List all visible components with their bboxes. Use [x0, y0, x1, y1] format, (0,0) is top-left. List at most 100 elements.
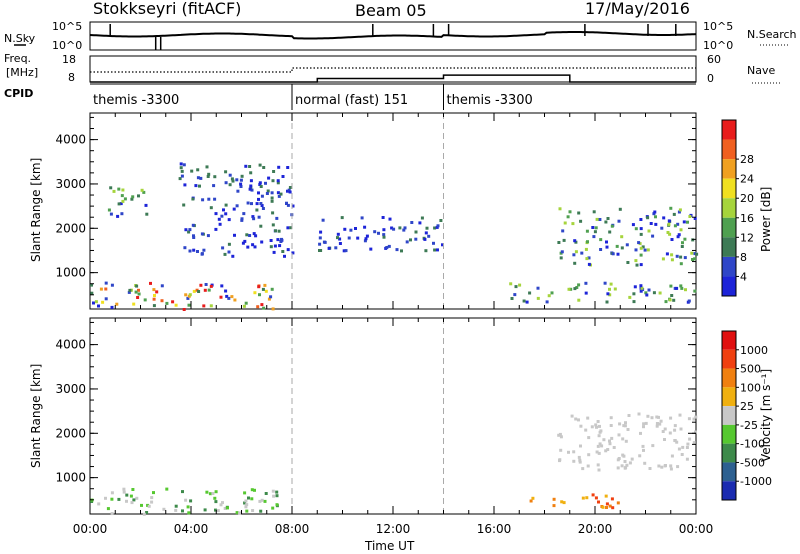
power-pixel: [112, 189, 116, 193]
power-pixel: [224, 181, 228, 185]
power-pixel: [679, 284, 683, 288]
xtick-label: 04:00: [174, 522, 209, 536]
velocity-pixel: [660, 465, 664, 469]
velocity-pixel: [110, 512, 114, 516]
power-cbar-swatch: [722, 120, 736, 140]
xtick-label: 00:00: [73, 522, 108, 536]
power-pixel: [514, 285, 518, 289]
velocity-pixel: [590, 425, 594, 429]
power-pixel: [433, 248, 437, 252]
power-pixel: [662, 216, 666, 220]
velocity-pixel: [673, 428, 677, 432]
power-pixel: [196, 176, 200, 180]
velocity-pixel: [604, 494, 608, 498]
velocity-pixel: [562, 501, 566, 505]
velocity-pixel: [250, 497, 254, 501]
power-pixel: [180, 169, 184, 173]
power-pixel: [152, 297, 156, 301]
power-pixel: [152, 288, 156, 292]
power-pixel: [239, 178, 243, 182]
power-pixel: [199, 283, 203, 287]
velocity-pixel: [552, 497, 556, 501]
velocity-pixel: [275, 490, 279, 494]
velocity-pixel: [125, 499, 128, 503]
velocity-pixel: [673, 424, 677, 428]
velocity-pixel: [559, 435, 563, 439]
power-pixel: [424, 249, 428, 253]
power-pixel: [218, 222, 222, 226]
power-pixel: [271, 307, 275, 311]
velocity-pixel: [624, 465, 628, 469]
power-pixel: [388, 217, 392, 221]
power-pixel: [201, 198, 205, 202]
power-pixel: [207, 172, 211, 176]
power-cbar-swatch: [722, 159, 736, 179]
power-pixel: [653, 210, 657, 214]
power-pixel: [435, 225, 439, 229]
power-pixel: [599, 238, 603, 242]
power-pixel: [104, 281, 108, 285]
power-pixel: [661, 257, 665, 261]
power-pixel: [288, 186, 292, 189]
nsearch-tick-bottom: 10^0: [703, 39, 733, 52]
velocity-pixel: [597, 500, 600, 504]
velocity-pixel: [602, 438, 606, 442]
power-pixel: [363, 225, 367, 229]
power-pixel: [194, 184, 198, 188]
power-pixel: [668, 298, 672, 302]
velocity-pixel: [150, 496, 154, 500]
power-pixel: [271, 179, 275, 183]
velocity-pixel: [669, 416, 673, 420]
velocity-pixel: [146, 503, 150, 507]
power-pixel: [660, 226, 664, 230]
power-pixel: [390, 226, 394, 230]
power-pixel: [263, 283, 267, 287]
velocity-pixel: [658, 422, 662, 426]
power-pixel: [227, 296, 231, 300]
power-pixel: [235, 204, 239, 208]
velocity-ylabel: Slant Range [km]: [29, 364, 43, 468]
power-pixel: [603, 281, 607, 285]
power-pixel: [632, 292, 636, 296]
velocity-pixel: [110, 491, 114, 495]
power-pixel: [633, 285, 637, 289]
velocity-cbar-tick-label: 25: [740, 400, 754, 413]
velocity-pixel: [211, 492, 215, 495]
power-pixel: [584, 247, 588, 251]
power-pixel: [90, 291, 94, 295]
power-pixel: [213, 197, 217, 201]
power-pixel: [670, 238, 674, 241]
power-pixel: [239, 182, 243, 186]
power-pixel: [213, 175, 217, 179]
velocity-pixel: [676, 465, 680, 469]
power-pixel: [635, 263, 639, 267]
power-pixel: [179, 166, 183, 170]
velocity-cbar-tick-label: -500: [740, 456, 765, 469]
power-pixel: [509, 282, 513, 286]
velocity-pixel: [263, 499, 267, 503]
power-pixel: [592, 235, 596, 239]
velocity-pixel: [650, 416, 654, 420]
power-pixel: [251, 215, 255, 219]
power-pixel: [227, 242, 231, 246]
power-pixel: [256, 305, 260, 309]
velocity-pixel: [214, 500, 218, 504]
power-pixel: [338, 237, 342, 241]
power-pixel: [608, 293, 612, 297]
velocity-pixel: [642, 425, 645, 429]
velocity-pixel: [655, 422, 659, 425]
power-pixel: [667, 219, 671, 223]
power-pixel: [385, 246, 389, 249]
power-pixel: [233, 298, 237, 302]
power-pixel: [231, 179, 235, 183]
power-pixel: [670, 253, 674, 257]
power-pixel: [180, 174, 184, 178]
power-pixel: [414, 230, 418, 234]
power-pixel: [145, 212, 149, 216]
power-pixel: [340, 216, 344, 220]
power-pixel: [227, 250, 231, 254]
velocity-pixel: [585, 496, 589, 500]
power-pixel: [260, 240, 264, 244]
power-pixel: [585, 229, 589, 233]
velocity-pixel: [531, 496, 535, 500]
